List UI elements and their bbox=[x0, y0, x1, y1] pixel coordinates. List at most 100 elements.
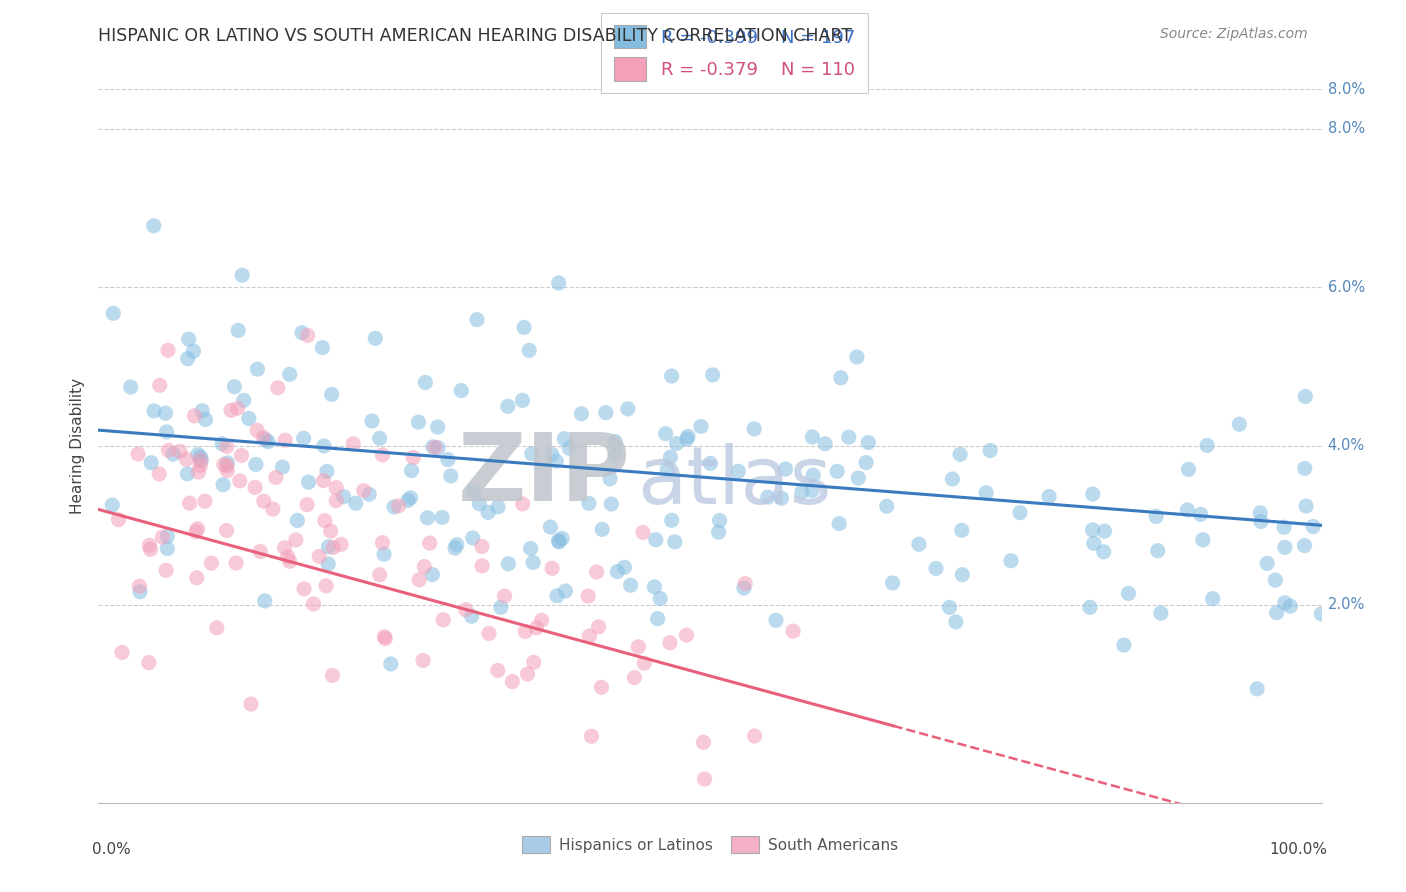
Point bbox=[908, 537, 931, 551]
Point bbox=[319, 524, 342, 538]
Point bbox=[699, 456, 721, 470]
Point bbox=[412, 653, 434, 667]
Point bbox=[302, 597, 325, 611]
Point bbox=[226, 401, 249, 416]
Point bbox=[520, 447, 543, 461]
Point bbox=[526, 621, 548, 635]
Point bbox=[631, 525, 654, 540]
Point bbox=[603, 434, 626, 449]
Point bbox=[245, 458, 267, 472]
Point bbox=[186, 522, 208, 536]
Point bbox=[415, 376, 437, 390]
Point bbox=[155, 563, 177, 577]
Text: 100.0%: 100.0% bbox=[1270, 842, 1327, 857]
Point bbox=[253, 594, 276, 608]
Point bbox=[659, 636, 682, 650]
Point bbox=[1118, 586, 1140, 600]
Point bbox=[190, 450, 212, 465]
Point bbox=[191, 404, 214, 418]
Point bbox=[659, 450, 682, 465]
Point bbox=[547, 533, 569, 548]
Point bbox=[974, 485, 997, 500]
Point bbox=[1202, 591, 1225, 606]
Point bbox=[359, 487, 381, 501]
Point bbox=[756, 490, 779, 504]
Point bbox=[676, 429, 699, 443]
Point bbox=[489, 600, 512, 615]
Point bbox=[432, 613, 454, 627]
Point bbox=[156, 343, 179, 358]
Point bbox=[150, 530, 173, 544]
Point bbox=[554, 584, 576, 599]
Point bbox=[949, 447, 972, 461]
Point bbox=[396, 493, 419, 508]
Point bbox=[801, 430, 824, 444]
Point bbox=[212, 458, 235, 472]
Point bbox=[941, 472, 963, 486]
Point bbox=[938, 600, 960, 615]
Point bbox=[127, 447, 149, 461]
Point bbox=[179, 496, 201, 510]
Point bbox=[468, 497, 491, 511]
Point bbox=[553, 432, 575, 446]
Point bbox=[1000, 554, 1022, 568]
Point bbox=[1083, 536, 1105, 550]
Point bbox=[548, 535, 571, 549]
Point bbox=[267, 381, 290, 395]
Point bbox=[184, 524, 207, 539]
Point bbox=[1302, 519, 1324, 533]
Point bbox=[231, 449, 253, 463]
Point bbox=[1078, 600, 1101, 615]
Point bbox=[513, 320, 536, 334]
Point bbox=[252, 430, 274, 444]
Point bbox=[1274, 596, 1296, 610]
Point bbox=[494, 589, 516, 603]
Point bbox=[187, 448, 209, 462]
Point bbox=[546, 454, 568, 468]
Point bbox=[316, 464, 339, 478]
Point bbox=[846, 350, 869, 364]
Point bbox=[486, 664, 509, 678]
Point bbox=[273, 541, 295, 555]
Point bbox=[516, 667, 538, 681]
Point bbox=[219, 403, 242, 417]
Point bbox=[138, 656, 160, 670]
Point bbox=[188, 458, 211, 473]
Point bbox=[945, 615, 967, 629]
Point bbox=[246, 423, 269, 437]
Point bbox=[239, 697, 262, 711]
Point bbox=[226, 323, 249, 337]
Point bbox=[217, 456, 239, 470]
Point bbox=[1150, 606, 1173, 620]
Point bbox=[801, 483, 824, 498]
Point bbox=[238, 411, 260, 425]
Point bbox=[423, 441, 446, 455]
Point bbox=[426, 420, 449, 434]
Point bbox=[162, 447, 184, 461]
Point bbox=[408, 415, 430, 429]
Point bbox=[308, 549, 330, 564]
Point bbox=[297, 328, 319, 343]
Point bbox=[103, 306, 125, 320]
Point bbox=[285, 513, 308, 527]
Point bbox=[501, 674, 523, 689]
Point bbox=[232, 393, 254, 408]
Point bbox=[1038, 490, 1060, 504]
Point bbox=[450, 384, 472, 398]
Point bbox=[600, 497, 623, 511]
Point bbox=[194, 494, 217, 508]
Point bbox=[311, 341, 333, 355]
Point bbox=[585, 565, 607, 579]
Point bbox=[775, 462, 797, 476]
Point bbox=[380, 657, 402, 671]
Point bbox=[744, 729, 766, 743]
Point bbox=[665, 436, 688, 450]
Point bbox=[1249, 506, 1271, 520]
Point bbox=[176, 452, 198, 467]
Point bbox=[129, 584, 152, 599]
Point bbox=[373, 630, 395, 644]
Point bbox=[297, 475, 319, 490]
Point bbox=[547, 276, 569, 290]
Point bbox=[107, 513, 129, 527]
Point bbox=[463, 483, 485, 498]
